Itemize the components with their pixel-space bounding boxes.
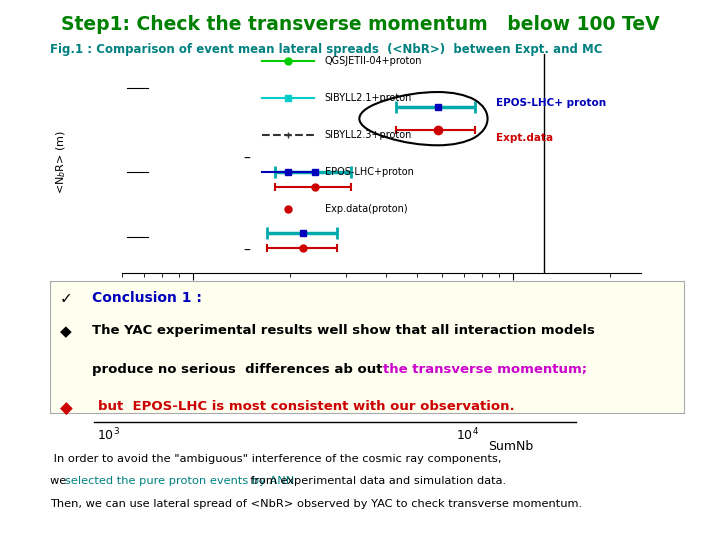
Text: The YAC experimental results well show that all interaction models: The YAC experimental results well show t…: [91, 325, 595, 338]
Text: we: we: [50, 476, 71, 487]
Text: $10^3$: $10^3$: [96, 427, 120, 443]
Text: SIBYLL2.1+proton: SIBYLL2.1+proton: [325, 93, 412, 103]
Text: $10^4$: $10^4$: [456, 427, 480, 443]
Text: EPOS-LHC+ proton: EPOS-LHC+ proton: [495, 98, 606, 109]
Text: –: –: [243, 152, 251, 166]
Text: Conclusion 1 :: Conclusion 1 :: [91, 292, 202, 306]
Text: produce no serious  differences ab out: produce no serious differences ab out: [91, 363, 387, 376]
Text: from experimental data and simulation data.: from experimental data and simulation da…: [243, 476, 506, 487]
Text: selected the pure proton events by ANN: selected the pure proton events by ANN: [65, 476, 294, 487]
Text: Exp.data(proton): Exp.data(proton): [325, 204, 408, 214]
Text: ◆: ◆: [60, 400, 73, 418]
Text: the transverse momentum;: the transverse momentum;: [383, 363, 588, 376]
Text: <N$_b$R> (m): <N$_b$R> (m): [55, 130, 68, 194]
Text: SIBYLL2.3+proton: SIBYLL2.3+proton: [325, 130, 412, 140]
Text: Step1: Check the transverse momentum   below 100 TeV: Step1: Check the transverse momentum bel…: [60, 15, 660, 34]
Text: In order to avoid the "ambiguous" interference of the cosmic ray components,: In order to avoid the "ambiguous" interf…: [50, 454, 502, 464]
Text: but  EPOS-LHC is most consistent with our observation.: but EPOS-LHC is most consistent with our…: [98, 400, 515, 413]
Text: SumNb: SumNb: [489, 440, 534, 453]
Text: QGSJETII-04+proton: QGSJETII-04+proton: [325, 56, 422, 65]
Text: Expt.data: Expt.data: [495, 133, 553, 143]
Text: ✓: ✓: [60, 292, 73, 306]
Text: Fig.1 : Comparison of event mean lateral spreads  (<NbR>)  between Expt. and MC: Fig.1 : Comparison of event mean lateral…: [50, 43, 603, 56]
Text: ◆: ◆: [60, 325, 72, 340]
Text: EPOS-LHC+proton: EPOS-LHC+proton: [325, 167, 413, 177]
Text: –: –: [243, 244, 251, 258]
Text: Then, we can use lateral spread of <NbR> observed by YAC to check transverse mom: Then, we can use lateral spread of <NbR>…: [50, 499, 582, 509]
